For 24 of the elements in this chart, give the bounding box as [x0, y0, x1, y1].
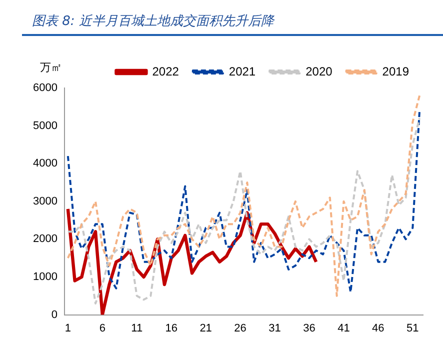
y-tick-label: 0 [51, 308, 58, 321]
y-tick-label: 4000 [32, 158, 58, 170]
y-tick-label: 6000 [32, 82, 58, 94]
x-tick-label: 41 [338, 322, 350, 334]
x-tick-label: 46 [372, 322, 384, 334]
x-tick-label: 31 [268, 322, 281, 334]
x-tick-label: 36 [303, 322, 316, 334]
x-tick-label: 6 [99, 322, 106, 334]
chart-title: 图表 8: 近半月百城土地成交面积先升后降 [22, 12, 443, 36]
x-tick-label: 16 [165, 322, 178, 334]
legend-label: 2020 [306, 64, 333, 78]
y-axis-title: 万㎡ [40, 60, 62, 75]
legend-label: 2019 [382, 64, 410, 78]
legend-label: 2021 [228, 64, 256, 78]
y-tick-label: 1000 [32, 271, 58, 284]
y-tick-label: 5000 [32, 120, 58, 132]
y-tick-label: 2000 [32, 233, 58, 246]
x-tick-label: 51 [406, 322, 419, 334]
legend-label: 2022 [152, 64, 180, 78]
y-tick-label: 3000 [32, 195, 58, 208]
x-tick-label: 21 [200, 322, 212, 334]
x-tick-label: 11 [131, 322, 143, 334]
x-tick-label: 26 [234, 322, 246, 334]
x-tick-label: 1 [64, 322, 71, 334]
